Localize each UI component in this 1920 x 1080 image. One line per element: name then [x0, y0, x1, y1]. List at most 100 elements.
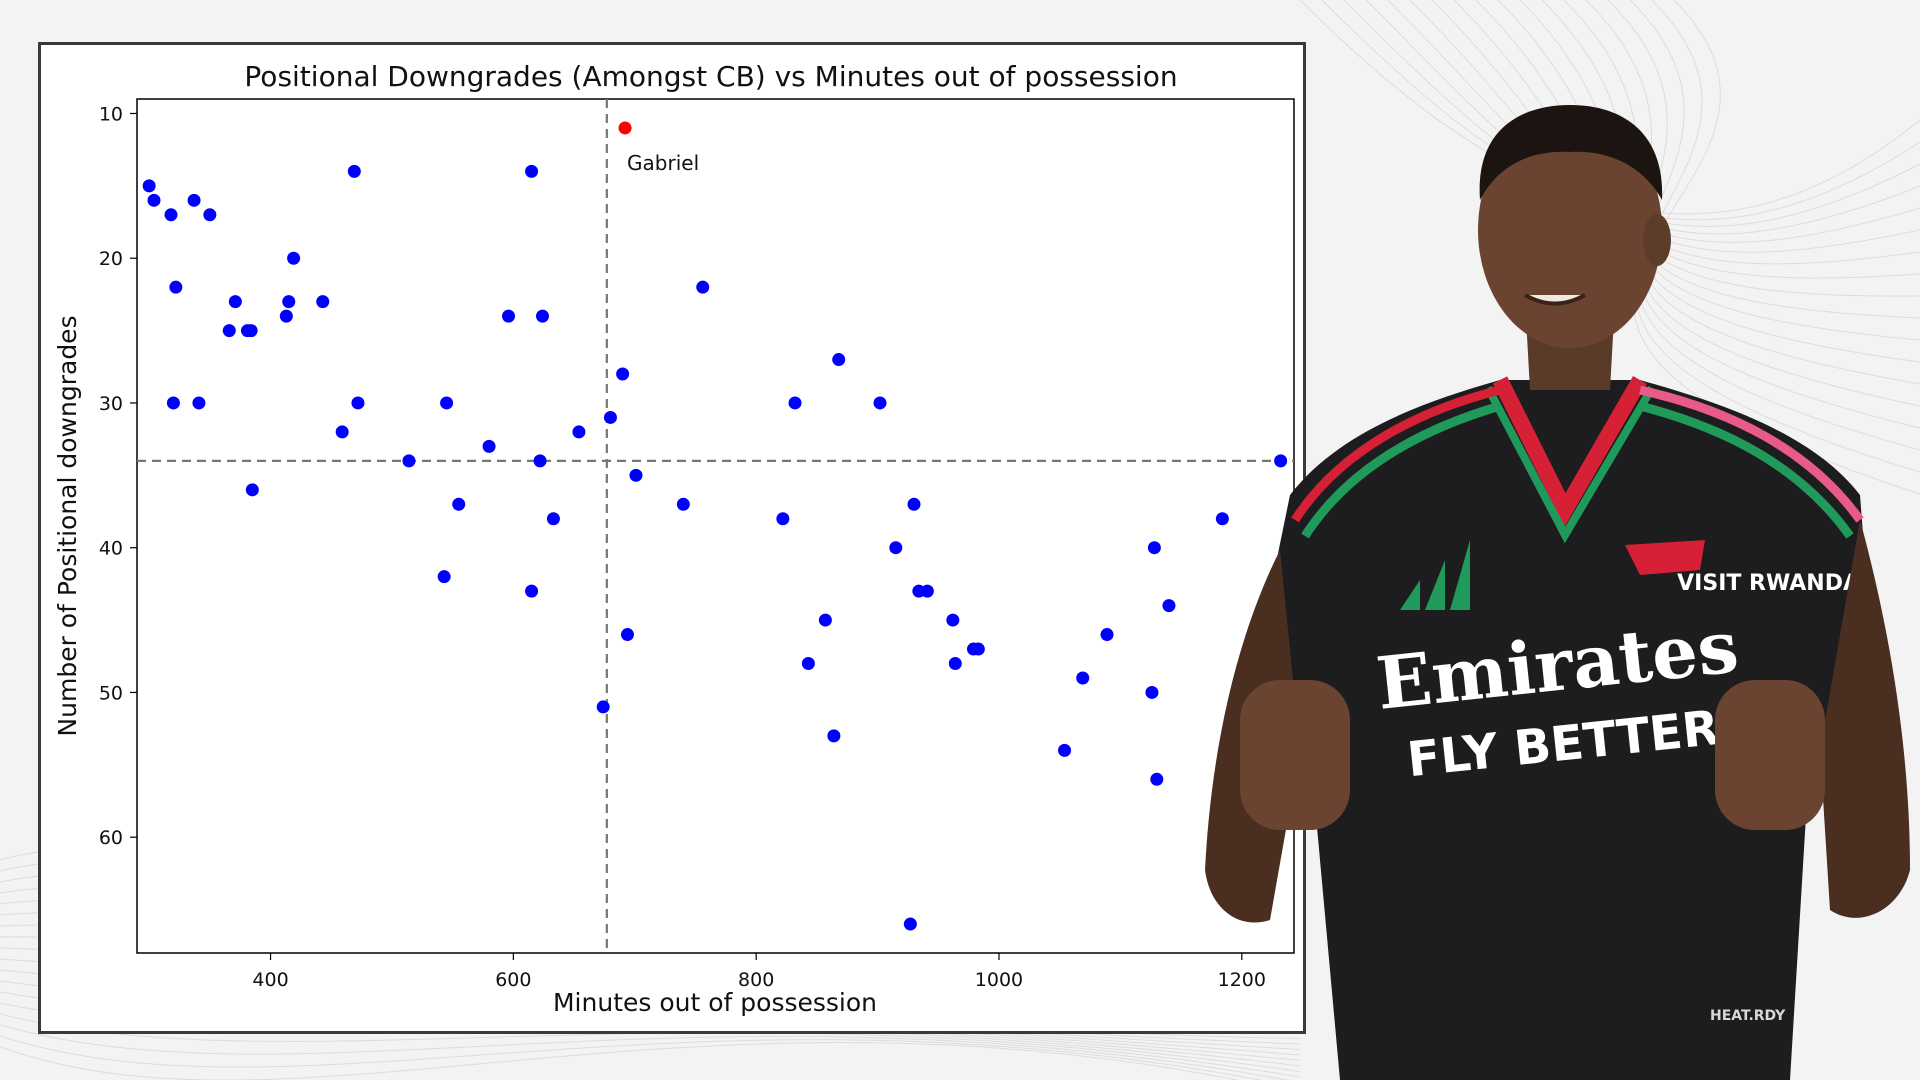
data-point — [279, 309, 293, 323]
data-point — [525, 164, 539, 178]
adidas-logo — [1400, 540, 1470, 610]
data-point — [482, 439, 496, 453]
data-point — [696, 280, 710, 294]
background-line — [0, 1035, 1263, 1080]
y-tick-label: 20 — [99, 248, 123, 270]
data-point — [620, 628, 634, 642]
data-point — [907, 497, 921, 511]
data-point — [1147, 541, 1161, 555]
shoulder-stripes-right — [1639, 385, 1864, 523]
data-point — [920, 584, 934, 598]
data-point — [801, 657, 815, 671]
plot-area — [136, 98, 1295, 954]
data-point — [222, 324, 236, 338]
data-point — [142, 179, 156, 193]
x-tick-label: 800 — [738, 969, 774, 991]
data-point — [616, 367, 630, 381]
x-axis-label: Minutes out of possession — [553, 988, 877, 1017]
data-point — [1150, 772, 1164, 786]
chart-title: Positional Downgrades (Amongst CB) vs Mi… — [244, 60, 1177, 93]
data-point — [903, 917, 917, 931]
data-point — [629, 468, 643, 482]
data-point — [1215, 512, 1229, 526]
y-axis-ticks: 10 20 30 40 50 60 — [99, 103, 137, 849]
shoulder-stripes-left-2 — [1301, 401, 1502, 539]
y-tick-label: 40 — [99, 538, 123, 560]
data-point — [187, 193, 201, 207]
data-point — [873, 396, 887, 410]
data-point — [971, 642, 985, 656]
y-axis-label: Number of Positional downgrades — [53, 315, 82, 736]
background-line — [0, 1013, 1301, 1078]
data-point — [1162, 599, 1176, 613]
shirt — [1250, 380, 1875, 1080]
data-point — [203, 208, 217, 222]
data-point — [596, 700, 610, 714]
data-point — [1145, 685, 1159, 699]
data-point — [437, 570, 451, 584]
highlight-point — [618, 121, 632, 135]
data-point — [402, 454, 416, 468]
data-point — [351, 396, 365, 410]
shoulder-stripes-right-2 — [1638, 401, 1854, 539]
data-point — [603, 410, 617, 424]
data-point — [164, 208, 178, 222]
data-point — [169, 280, 183, 294]
data-point — [245, 483, 259, 497]
data-point — [347, 164, 361, 178]
head — [1478, 112, 1662, 348]
x-tick-label: 400 — [252, 969, 288, 991]
hem-text: HEAT.RDY — [1710, 1008, 1786, 1024]
reference-lines — [137, 99, 1294, 953]
shoulder-stripes-left — [1291, 385, 1502, 523]
collar-red — [1492, 376, 1647, 527]
y-tick-label: 60 — [99, 827, 123, 849]
player-photo: Emirates FLY BETTER VISIT RWANDA HEAT.RD… — [1205, 105, 1910, 1080]
left-fist — [1240, 680, 1350, 830]
data-point — [946, 613, 960, 627]
club-crest — [1625, 540, 1705, 575]
y-tick-label: 10 — [99, 103, 123, 125]
hair — [1479, 105, 1663, 200]
ear — [1643, 214, 1671, 266]
highlight-label: Gabriel — [627, 151, 699, 175]
right-arm — [1820, 520, 1910, 918]
data-point — [676, 497, 690, 511]
x-axis-ticks: 400 600 800 1000 1200 — [252, 953, 1266, 991]
data-point — [1274, 454, 1288, 468]
chart-panel: Positional Downgrades (Amongst CB) vs Mi… — [38, 42, 1306, 1034]
data-point — [546, 512, 560, 526]
sleeve-text: VISIT RWANDA — [1677, 571, 1860, 596]
x-tick-label: 1200 — [1218, 969, 1266, 991]
data-point — [1100, 628, 1114, 642]
data-point — [452, 497, 466, 511]
background-line — [0, 1024, 1289, 1080]
data-points: Gabriel — [142, 121, 1288, 931]
data-point — [502, 309, 516, 323]
data-point — [316, 295, 330, 309]
data-point — [572, 425, 586, 439]
data-point — [166, 396, 180, 410]
data-point — [440, 396, 454, 410]
data-point — [535, 309, 549, 323]
data-point — [244, 324, 258, 338]
y-tick-label: 30 — [99, 393, 123, 415]
right-fist — [1715, 680, 1825, 830]
y-tick-label: 50 — [99, 682, 123, 704]
data-point — [832, 353, 846, 367]
data-point — [147, 193, 161, 207]
data-point — [282, 295, 296, 309]
data-point — [533, 454, 547, 468]
data-point — [335, 425, 349, 439]
data-point — [827, 729, 841, 743]
scatter-chart: Positional Downgrades (Amongst CB) vs Mi… — [53, 60, 1295, 1017]
data-point — [776, 512, 790, 526]
data-point — [192, 396, 206, 410]
x-tick-label: 600 — [495, 969, 531, 991]
data-point — [1076, 671, 1090, 685]
data-point — [228, 295, 242, 309]
data-point — [1058, 743, 1072, 757]
data-point — [788, 396, 802, 410]
data-point — [818, 613, 832, 627]
data-point — [525, 584, 539, 598]
